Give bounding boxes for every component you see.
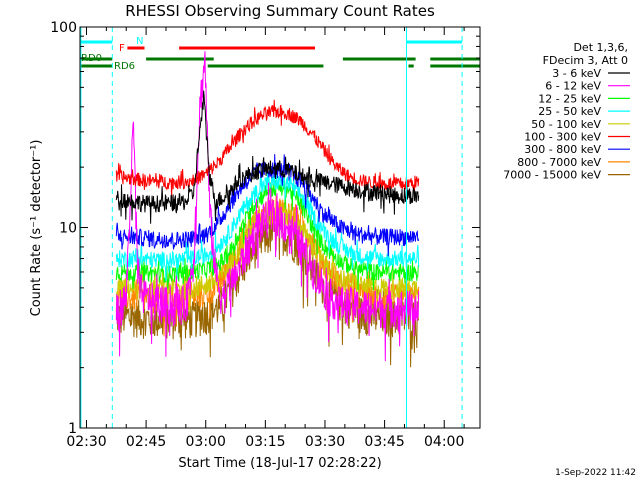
series-line-1: [115, 51, 420, 362]
generation-timestamp: 1-Sep-2022 11:42: [555, 468, 636, 478]
flag-bar-rd0-3: [430, 57, 480, 61]
y-axis: 1 10 100: [50, 20, 480, 437]
x-axis-label: Start Time (18-Jul-17 02:28:22): [178, 456, 381, 471]
flag-label-f: F: [119, 43, 125, 54]
flag-bar-rd6-0: [80, 64, 113, 68]
flag-bar-f-1: [179, 46, 315, 50]
x-tick-label: 03:30: [305, 434, 345, 450]
x-axis: 02:30 02:45 03:00 03:15 03:30 03:45 04:00: [66, 27, 465, 450]
flag-bar-rd6-1: [207, 64, 324, 68]
chart-title: RHESSI Observing Summary Count Rates: [125, 2, 435, 20]
legend-entry: 6 - 12 keV: [545, 80, 601, 93]
y-tick-label: 1: [68, 421, 77, 437]
flag-bar-rd6-2: [408, 64, 414, 68]
x-tick-label: 03:15: [245, 434, 285, 450]
x-tick-label: 03:45: [364, 434, 404, 450]
y-axis-label: Count Rate (s⁻¹ detector⁻¹): [29, 140, 44, 317]
legend-header: FDecim 3, Att 0: [543, 54, 628, 67]
flag-bar-rd0-2: [342, 57, 416, 61]
legend-entry: 25 - 50 keV: [538, 105, 601, 118]
legend-entry: 3 - 6 keV: [552, 67, 601, 80]
flag-bar-n-0: [80, 40, 113, 44]
flag-bar-rd6-3: [430, 64, 480, 68]
flag-bar-f-0: [127, 46, 145, 50]
x-tick-label: 04:00: [424, 434, 464, 450]
flag-bar-rd0-0: [80, 57, 113, 61]
x-tick-label: 02:30: [66, 434, 106, 450]
flag-label-rd0: RD0: [81, 53, 102, 64]
flag-label-n: N: [136, 36, 143, 47]
legend-entry: 7000 - 15000 keV: [503, 169, 601, 182]
legend-entry: 100 - 300 keV: [524, 131, 601, 144]
legend-header: Det 1,3,6,: [573, 41, 628, 54]
flag-bar-n-1: [406, 40, 463, 44]
series-line-4: [115, 203, 420, 313]
x-tick-label: 03:00: [186, 434, 226, 450]
legend-entry: 12 - 25 keV: [538, 92, 601, 105]
x-tick-label: 02:45: [126, 434, 166, 450]
observing-flags: NF RD0 RD6: [80, 36, 480, 72]
y-tick-label: 100: [50, 20, 77, 36]
flag-bar-rd0-1: [146, 57, 214, 61]
y-tick-label: 10: [59, 221, 77, 237]
series-layer: [115, 51, 420, 368]
flag-label-rd6: RD6: [114, 61, 135, 72]
legend-entry: 800 - 7000 keV: [517, 156, 601, 169]
series-line-5: [115, 99, 420, 200]
legend-entry: 300 - 800 keV: [524, 143, 601, 156]
series-line-0: [115, 90, 420, 224]
legend-entry: 50 - 100 keV: [531, 118, 601, 131]
